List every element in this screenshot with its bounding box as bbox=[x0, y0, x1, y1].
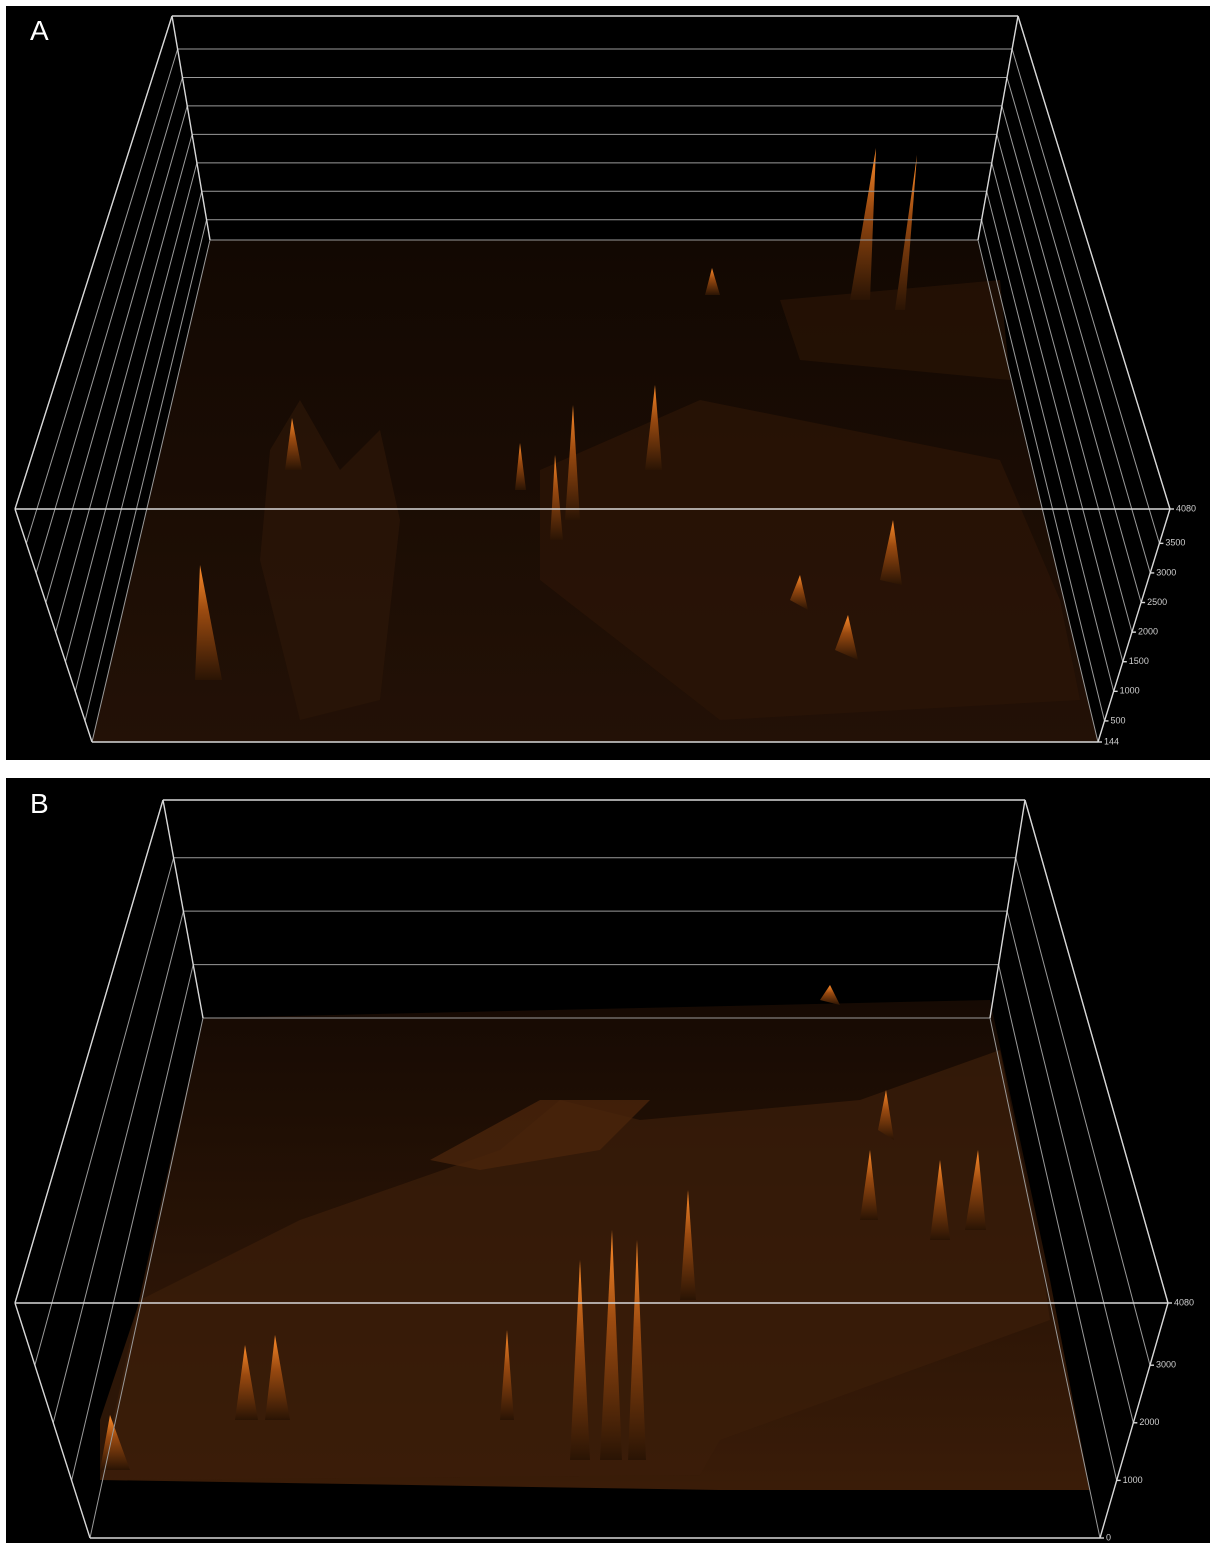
z-tick-label: 3000 bbox=[1156, 567, 1176, 577]
figure: A 144 500 1000 1500 2000 2500 3000 3500 4080 B 0 100… bbox=[0, 0, 1216, 1548]
z-tick-label: 144 bbox=[1104, 736, 1119, 746]
z-tick-label: 1500 bbox=[1129, 656, 1149, 666]
z-tick-label: 500 bbox=[1111, 715, 1126, 725]
z-tick-label: 2000 bbox=[1138, 627, 1158, 637]
panel-label: A bbox=[30, 15, 49, 46]
z-tick-label: 3500 bbox=[1165, 538, 1185, 548]
z-tick-label: 3000 bbox=[1156, 1360, 1176, 1370]
page: {"chart_data": [ {"type": "surface", "pa… bbox=[0, 0, 1216, 1548]
z-tick-label: 0 bbox=[1106, 1532, 1111, 1542]
z-tick-label: 2000 bbox=[1139, 1417, 1159, 1427]
z-tick-label: 2500 bbox=[1147, 597, 1167, 607]
z-tick-label: 1000 bbox=[1120, 686, 1140, 696]
surface bbox=[100, 985, 1090, 1490]
z-tick-label: 1000 bbox=[1123, 1475, 1143, 1485]
panel-label: B bbox=[30, 788, 49, 819]
z-tick-label: 4080 bbox=[1176, 503, 1196, 513]
z-tick-label: 4080 bbox=[1174, 1297, 1194, 1307]
